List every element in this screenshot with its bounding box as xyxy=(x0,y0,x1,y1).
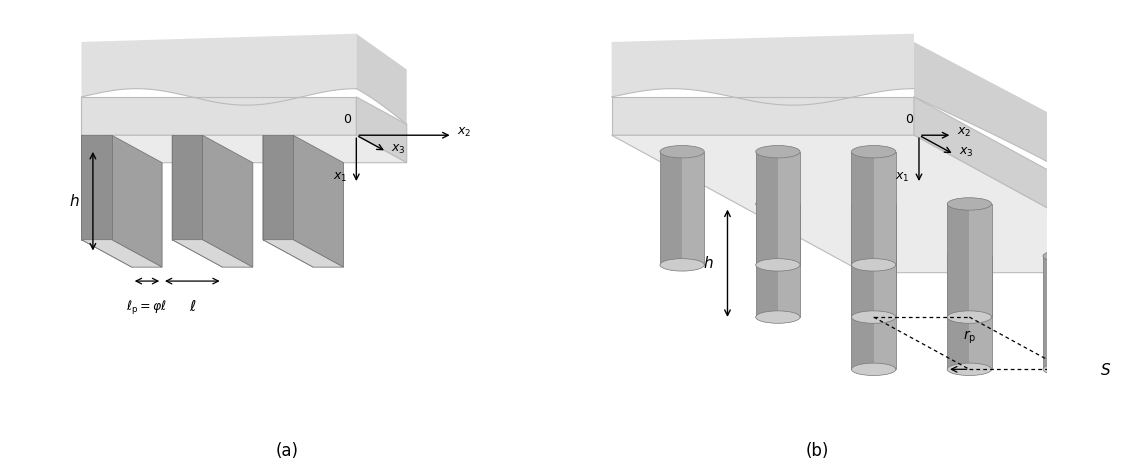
Polygon shape xyxy=(756,152,800,265)
Ellipse shape xyxy=(947,198,992,210)
Polygon shape xyxy=(81,135,112,240)
Text: $h$: $h$ xyxy=(68,193,79,209)
Text: $x_3$: $x_3$ xyxy=(391,143,406,156)
Polygon shape xyxy=(660,152,705,265)
Text: (b): (b) xyxy=(806,442,830,460)
Polygon shape xyxy=(172,135,222,267)
Text: $x_1$: $x_1$ xyxy=(333,171,348,184)
Polygon shape xyxy=(852,204,896,317)
Text: $0$: $0$ xyxy=(343,113,352,126)
Polygon shape xyxy=(756,204,800,317)
Ellipse shape xyxy=(852,311,896,323)
Polygon shape xyxy=(852,152,873,265)
Ellipse shape xyxy=(1043,250,1088,262)
Polygon shape xyxy=(263,240,343,267)
Ellipse shape xyxy=(947,250,992,262)
Ellipse shape xyxy=(1043,363,1088,376)
Polygon shape xyxy=(947,256,992,369)
Polygon shape xyxy=(172,240,253,267)
Polygon shape xyxy=(293,135,343,267)
Ellipse shape xyxy=(660,259,705,271)
Polygon shape xyxy=(947,204,992,317)
Polygon shape xyxy=(81,97,357,135)
Polygon shape xyxy=(660,152,682,265)
Polygon shape xyxy=(81,240,162,267)
Polygon shape xyxy=(947,256,969,369)
Polygon shape xyxy=(263,135,293,240)
Text: $\ell$: $\ell$ xyxy=(188,299,196,314)
Ellipse shape xyxy=(852,259,896,271)
Polygon shape xyxy=(112,135,162,267)
Polygon shape xyxy=(357,97,407,163)
Text: $x_3$: $x_3$ xyxy=(959,146,974,159)
Ellipse shape xyxy=(756,259,800,271)
Text: $0$: $0$ xyxy=(905,113,914,126)
Ellipse shape xyxy=(852,363,896,376)
Polygon shape xyxy=(852,256,873,369)
Ellipse shape xyxy=(756,145,800,158)
Text: (a): (a) xyxy=(276,442,299,460)
Text: $S$: $S$ xyxy=(1100,362,1112,378)
Polygon shape xyxy=(852,204,873,317)
Ellipse shape xyxy=(852,250,896,262)
Polygon shape xyxy=(852,256,896,369)
Polygon shape xyxy=(81,135,132,267)
Text: $r_{\rm p}$: $r_{\rm p}$ xyxy=(962,329,976,346)
Ellipse shape xyxy=(756,311,800,323)
Text: $h$: $h$ xyxy=(703,255,714,271)
Polygon shape xyxy=(1043,256,1088,369)
Polygon shape xyxy=(756,204,777,317)
Polygon shape xyxy=(756,152,777,265)
Ellipse shape xyxy=(756,198,800,210)
Polygon shape xyxy=(611,135,1140,273)
Polygon shape xyxy=(914,97,1140,273)
Polygon shape xyxy=(203,135,253,267)
Polygon shape xyxy=(611,34,914,105)
Polygon shape xyxy=(947,204,969,317)
Ellipse shape xyxy=(852,198,896,210)
Polygon shape xyxy=(914,42,1140,229)
Ellipse shape xyxy=(947,363,992,376)
Polygon shape xyxy=(172,135,203,240)
Ellipse shape xyxy=(947,311,992,323)
Text: $\ell_{\rm p} = \varphi\ell$: $\ell_{\rm p} = \varphi\ell$ xyxy=(127,299,168,317)
Polygon shape xyxy=(263,135,314,267)
Text: $x_2$: $x_2$ xyxy=(956,126,971,139)
Ellipse shape xyxy=(660,145,705,158)
Polygon shape xyxy=(357,34,407,125)
Polygon shape xyxy=(611,97,914,135)
Ellipse shape xyxy=(852,145,896,158)
Polygon shape xyxy=(852,152,896,265)
Text: $x_2$: $x_2$ xyxy=(457,126,472,139)
Polygon shape xyxy=(81,135,407,163)
Text: $x_1$: $x_1$ xyxy=(895,171,910,184)
Polygon shape xyxy=(81,34,357,105)
Polygon shape xyxy=(1043,256,1065,369)
